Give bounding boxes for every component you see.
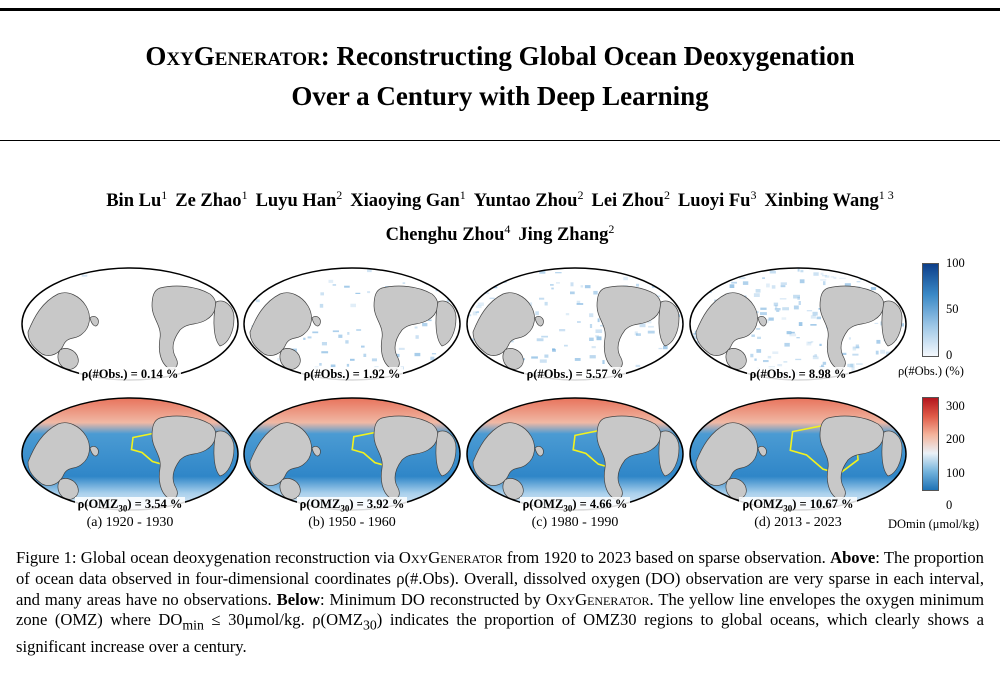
author-affiliation: 2 (608, 222, 615, 237)
author-name: Luoyi Fu (677, 191, 751, 212)
author-name: Xiaoying Gan (350, 191, 460, 212)
title-line1-rest: : Reconstructing Global Ocean Deoxygenat… (320, 41, 855, 71)
cbar-obs-tick-0: 0 (946, 348, 953, 362)
panel-period-label: (d) 2013 - 2023 (754, 515, 842, 530)
omz-ratio-label: ρ(OMZ30) = 10.67 % (688, 497, 908, 514)
domin-map: ρ(OMZ30) = 4.66 % (465, 392, 685, 516)
author: Xinbing Wang1 3 (764, 188, 894, 212)
author: Ze Zhao1 (175, 188, 248, 212)
author-name: Xinbing Wang (764, 191, 879, 212)
omz-ratio-label: ρ(OMZ30) = 4.66 % (465, 497, 685, 514)
author: Bin Lu1 (106, 188, 168, 212)
cbar-obs-tick-50: 50 (946, 302, 959, 316)
title-line2: Over a Century with Deep Learning (291, 81, 709, 111)
observation-ratio-label: ρ(#Obs.) = 0.14 % (20, 367, 240, 382)
title-method-name: OxyGenerator (145, 41, 321, 71)
author-list: Bin Lu1 Ze Zhao1 Luyu Han2 Xiaoying Gan1 Yun… (0, 181, 1000, 249)
author-affiliation: 1 (459, 188, 466, 202)
omz-ratio-label: ρ(OMZ30) = 3.54 % (20, 497, 240, 514)
colorbar-observation (922, 263, 939, 357)
observation-ratio-label: ρ(#Obs.) = 5.57 % (465, 367, 685, 382)
author-affiliation: 1 (161, 188, 168, 202)
caption-above: Above (830, 548, 876, 567)
observation-map: ρ(#Obs.) = 5.57 % (465, 262, 685, 386)
observation-ratio-label: ρ(#Obs.) = 1.92 % (242, 367, 462, 382)
author: Jing Zhang2 (518, 222, 615, 246)
author-name: Yuntao Zhou (473, 191, 578, 212)
panel-period-label: (a) 1920 - 1930 (86, 515, 174, 530)
omz-ratio-label: ρ(OMZ30) = 3.92 % (242, 497, 462, 514)
author: Luyu Han2 (255, 188, 343, 212)
cbar-obs-tick-100: 100 (946, 256, 965, 270)
observation-map: ρ(#Obs.) = 0.14 % (20, 262, 240, 386)
author-affiliation: 2 (663, 188, 670, 202)
author-name: Bin Lu (106, 191, 162, 212)
paper-title: OxyGenerator: Reconstructing Global Ocea… (0, 36, 1000, 116)
panel-period-label: (b) 1950 - 1960 (308, 515, 396, 530)
caption-below: Below (276, 589, 320, 609)
domin-map: ρ(OMZ30) = 3.54 % (20, 392, 240, 516)
author-affiliation: 2 (336, 188, 343, 202)
author-name: Lei Zhou (591, 191, 664, 212)
observation-map: ρ(#Obs.) = 1.92 % (242, 262, 462, 386)
author-name: Luyu Han (255, 191, 337, 212)
cbar-obs-title: ρ(#Obs.) (%) (898, 364, 964, 378)
caption-method-name: OxyGenerator (398, 548, 503, 567)
author-affiliation: 1 (241, 188, 248, 202)
bottom-rule (0, 140, 1000, 141)
author: Luoyi Fu3 (677, 188, 757, 212)
author-affiliation: 1 3 (878, 188, 894, 202)
panel-period-label: (c) 1980 - 1990 (531, 515, 619, 530)
colorbar-domin (922, 397, 939, 491)
top-rule (0, 8, 1000, 11)
author-affiliation: 4 (504, 222, 511, 237)
author-name: Ze Zhao (175, 191, 242, 212)
author-affiliation: 3 (750, 188, 757, 202)
figure-caption: Figure 1: Global ocean deoxygenation rec… (16, 548, 984, 656)
observation-ratio-label: ρ(#Obs.) = 8.98 % (688, 367, 908, 382)
cbar-do-tick-100: 100 (946, 466, 965, 480)
caption-method-name-2: OxyGenerator (545, 589, 650, 609)
author: Chenghu Zhou4 (385, 222, 511, 246)
domin-map: ρ(OMZ30) = 3.92 % (242, 392, 462, 516)
author: Xiaoying Gan1 (350, 188, 466, 212)
author: Lei Zhou2 (591, 188, 670, 212)
cbar-do-tick-300: 300 (946, 399, 965, 413)
author-name: Chenghu Zhou (385, 225, 505, 246)
domin-map: ρ(OMZ30) = 10.67 % (688, 392, 908, 516)
observation-map: ρ(#Obs.) = 8.98 % (688, 262, 908, 386)
cbar-do-title: DOmin (μmol/kg) (888, 517, 980, 531)
cbar-do-tick-0: 0 (946, 498, 953, 512)
author: Yuntao Zhou2 (473, 188, 584, 212)
cbar-do-tick-200: 200 (946, 432, 965, 446)
author-name: Jing Zhang (518, 225, 609, 246)
author-affiliation: 2 (577, 188, 584, 202)
